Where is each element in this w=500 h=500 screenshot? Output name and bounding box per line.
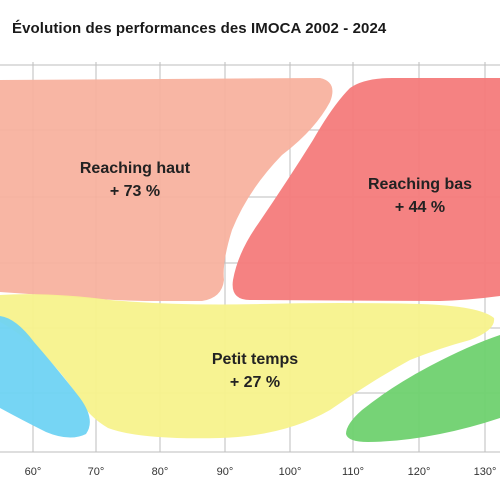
x-tick-70: 70° xyxy=(88,466,105,478)
reaching-bas-name: Reaching bas xyxy=(368,176,472,193)
x-tick-80: 80° xyxy=(152,466,169,478)
x-tick-120: 120° xyxy=(408,466,431,478)
x-tick-130: 130° xyxy=(474,466,497,478)
zone-left-blue xyxy=(0,316,90,438)
zone-petit-temps xyxy=(0,294,495,439)
reaching-haut-gain: + 73 % xyxy=(110,183,160,200)
petit-temps-name: Petit temps xyxy=(212,351,298,368)
x-axis: 60° 70° 80° 90° 100° 110° 120° 130° xyxy=(25,466,497,478)
reaching-bas-gain: + 44 % xyxy=(395,199,445,216)
zone-reaching-haut xyxy=(0,78,333,301)
chart-title: Évolution des performances des IMOCA 200… xyxy=(12,20,387,37)
zone-right-green xyxy=(346,335,500,442)
zone-reaching-bas xyxy=(232,78,500,301)
x-tick-90: 90° xyxy=(217,466,234,478)
x-tick-100: 100° xyxy=(279,466,302,478)
x-tick-110: 110° xyxy=(342,466,364,478)
petit-temps-gain: + 27 % xyxy=(230,374,280,391)
x-tick-60: 60° xyxy=(25,466,42,478)
reaching-haut-name: Reaching haut xyxy=(80,160,191,177)
